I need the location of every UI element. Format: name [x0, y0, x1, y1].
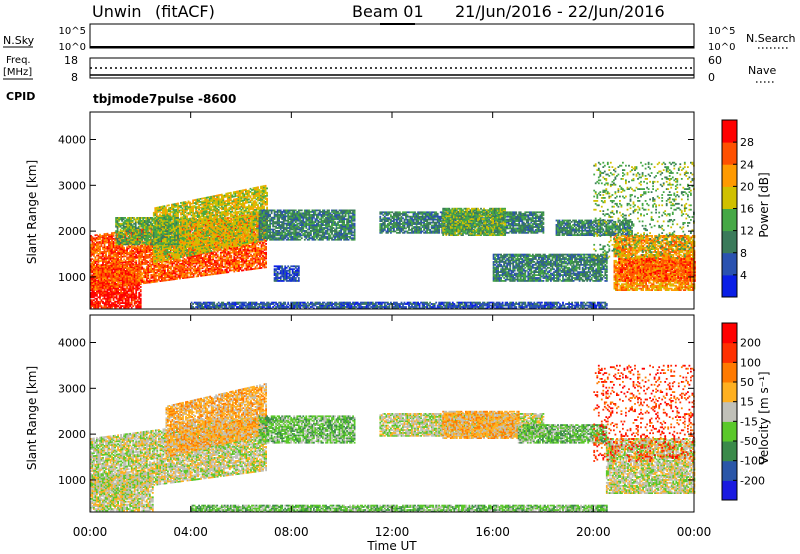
power-cell [98, 265, 100, 267]
nsearch-tick-top: 10^5 [708, 26, 735, 37]
power-cell [126, 291, 128, 293]
power-heatmap-cells [90, 162, 696, 309]
power-cell [140, 286, 142, 288]
power-cell [126, 267, 128, 269]
power-cell [120, 285, 122, 287]
power-cell [111, 267, 113, 269]
nsky-panel: N.Sky 10^5 10^0 10^5 10^0 N.Search [3, 24, 796, 53]
power-cell [111, 302, 113, 304]
nave-label: Nave [748, 64, 776, 77]
power-cell [95, 256, 97, 258]
power-cell [98, 241, 100, 243]
nave-tick-bottom: 0 [708, 71, 715, 84]
power-cell [126, 283, 128, 285]
power-cell [99, 288, 101, 290]
station-title: Unwin [92, 2, 142, 21]
nsearch-label: N.Search [746, 32, 796, 45]
power-cell [111, 284, 113, 286]
nave-tick-top: 60 [708, 54, 722, 67]
freq-label: Freq. [6, 55, 31, 66]
nsky-tick-bottom: 10^0 [59, 42, 86, 53]
freq-tick-bottom: 8 [71, 71, 78, 84]
date-range: 21/Jun/2016 - 22/Jun/2016 [455, 2, 665, 21]
freq-panel: Freq. [MHz] 18 8 60 0 Nave [3, 54, 776, 84]
power-cell [126, 257, 128, 259]
freq-tick-top: 18 [64, 54, 78, 67]
power-cell [123, 247, 125, 249]
power-cell [98, 301, 100, 303]
power-cell [126, 246, 128, 248]
nsearch-tick-bottom: 10^0 [708, 42, 735, 53]
power-cell [126, 261, 128, 263]
power-cell [98, 296, 100, 298]
power-cell [108, 265, 110, 267]
cpid-value: tbjmode7pulse -8600 [93, 92, 236, 106]
power-cell [126, 276, 128, 278]
beam-label: Beam 01 [352, 2, 424, 21]
freq-unit: [MHz] [3, 67, 32, 78]
power-cell [111, 272, 113, 274]
nsky-tick-top: 10^5 [59, 26, 86, 37]
power-cell [98, 235, 100, 237]
power-cell [111, 232, 113, 234]
cpid-label: CPID [6, 90, 35, 103]
power-cell [140, 289, 142, 291]
nsky-label: N.Sky [3, 34, 35, 47]
power-cell [140, 298, 142, 300]
mode-label: (fitACF) [155, 2, 215, 21]
power-cell [111, 256, 113, 258]
power-cell [98, 253, 100, 255]
power-cell [140, 293, 142, 295]
power-cell [120, 282, 122, 284]
